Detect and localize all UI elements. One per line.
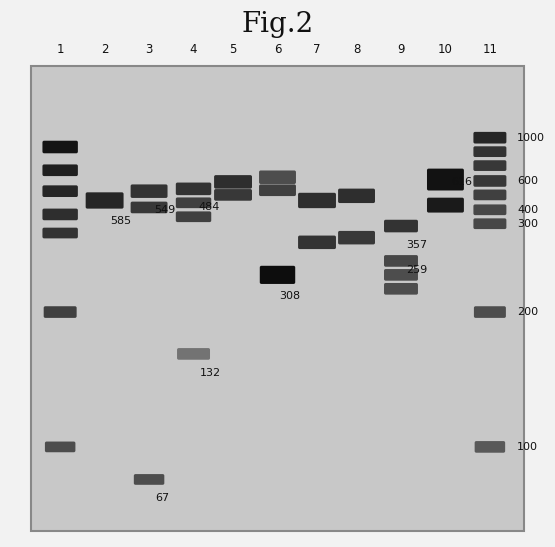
FancyBboxPatch shape	[473, 205, 506, 215]
Text: 1: 1	[57, 43, 64, 56]
FancyBboxPatch shape	[214, 189, 252, 201]
FancyBboxPatch shape	[427, 168, 464, 190]
FancyBboxPatch shape	[259, 184, 296, 196]
Text: 132: 132	[199, 368, 220, 377]
FancyBboxPatch shape	[85, 193, 124, 208]
Text: 10: 10	[438, 43, 453, 56]
FancyBboxPatch shape	[176, 211, 211, 222]
FancyBboxPatch shape	[427, 197, 464, 213]
Text: 585: 585	[110, 217, 132, 226]
FancyBboxPatch shape	[473, 132, 506, 143]
Text: 484: 484	[199, 202, 220, 212]
Text: 4: 4	[190, 43, 197, 56]
Text: 2: 2	[101, 43, 108, 56]
Text: 5: 5	[229, 43, 237, 56]
FancyBboxPatch shape	[338, 231, 375, 245]
Text: 9: 9	[397, 43, 405, 56]
Text: 616: 616	[451, 177, 472, 187]
FancyBboxPatch shape	[42, 228, 78, 238]
FancyBboxPatch shape	[130, 202, 168, 213]
Text: 67: 67	[155, 493, 169, 503]
Text: Fig.2: Fig.2	[241, 11, 314, 38]
FancyBboxPatch shape	[177, 348, 210, 360]
FancyBboxPatch shape	[473, 146, 506, 157]
Text: 7: 7	[313, 43, 321, 56]
Text: 600: 600	[517, 176, 538, 186]
Text: 3: 3	[145, 43, 153, 56]
FancyBboxPatch shape	[176, 197, 211, 208]
Text: 200: 200	[517, 307, 538, 317]
FancyBboxPatch shape	[384, 220, 418, 232]
FancyBboxPatch shape	[214, 175, 252, 189]
FancyBboxPatch shape	[176, 183, 211, 195]
Text: 300: 300	[517, 219, 538, 229]
FancyBboxPatch shape	[473, 218, 506, 229]
Text: 357: 357	[406, 240, 427, 249]
FancyBboxPatch shape	[384, 269, 418, 281]
Bar	[31, 66, 524, 531]
FancyBboxPatch shape	[338, 189, 375, 203]
FancyBboxPatch shape	[384, 283, 418, 295]
FancyBboxPatch shape	[473, 160, 506, 171]
FancyBboxPatch shape	[42, 165, 78, 176]
Text: 308: 308	[279, 291, 300, 301]
FancyBboxPatch shape	[134, 474, 164, 485]
FancyBboxPatch shape	[260, 266, 295, 284]
FancyBboxPatch shape	[130, 184, 168, 198]
FancyBboxPatch shape	[42, 141, 78, 153]
FancyBboxPatch shape	[473, 175, 506, 187]
FancyBboxPatch shape	[384, 255, 418, 267]
Text: 549: 549	[154, 205, 175, 215]
FancyBboxPatch shape	[45, 441, 75, 452]
FancyBboxPatch shape	[42, 185, 78, 197]
Text: 100: 100	[517, 442, 538, 452]
FancyBboxPatch shape	[298, 236, 336, 249]
Text: 400: 400	[517, 205, 538, 215]
Text: 1000: 1000	[517, 133, 545, 143]
Text: 259: 259	[406, 265, 427, 275]
Text: 11: 11	[482, 43, 497, 56]
Text: 6: 6	[274, 43, 281, 56]
FancyBboxPatch shape	[474, 306, 506, 318]
FancyBboxPatch shape	[475, 441, 505, 453]
FancyBboxPatch shape	[473, 190, 506, 200]
FancyBboxPatch shape	[259, 171, 296, 184]
FancyBboxPatch shape	[298, 193, 336, 208]
FancyBboxPatch shape	[42, 208, 78, 220]
FancyBboxPatch shape	[44, 306, 77, 318]
Text: 8: 8	[353, 43, 360, 56]
